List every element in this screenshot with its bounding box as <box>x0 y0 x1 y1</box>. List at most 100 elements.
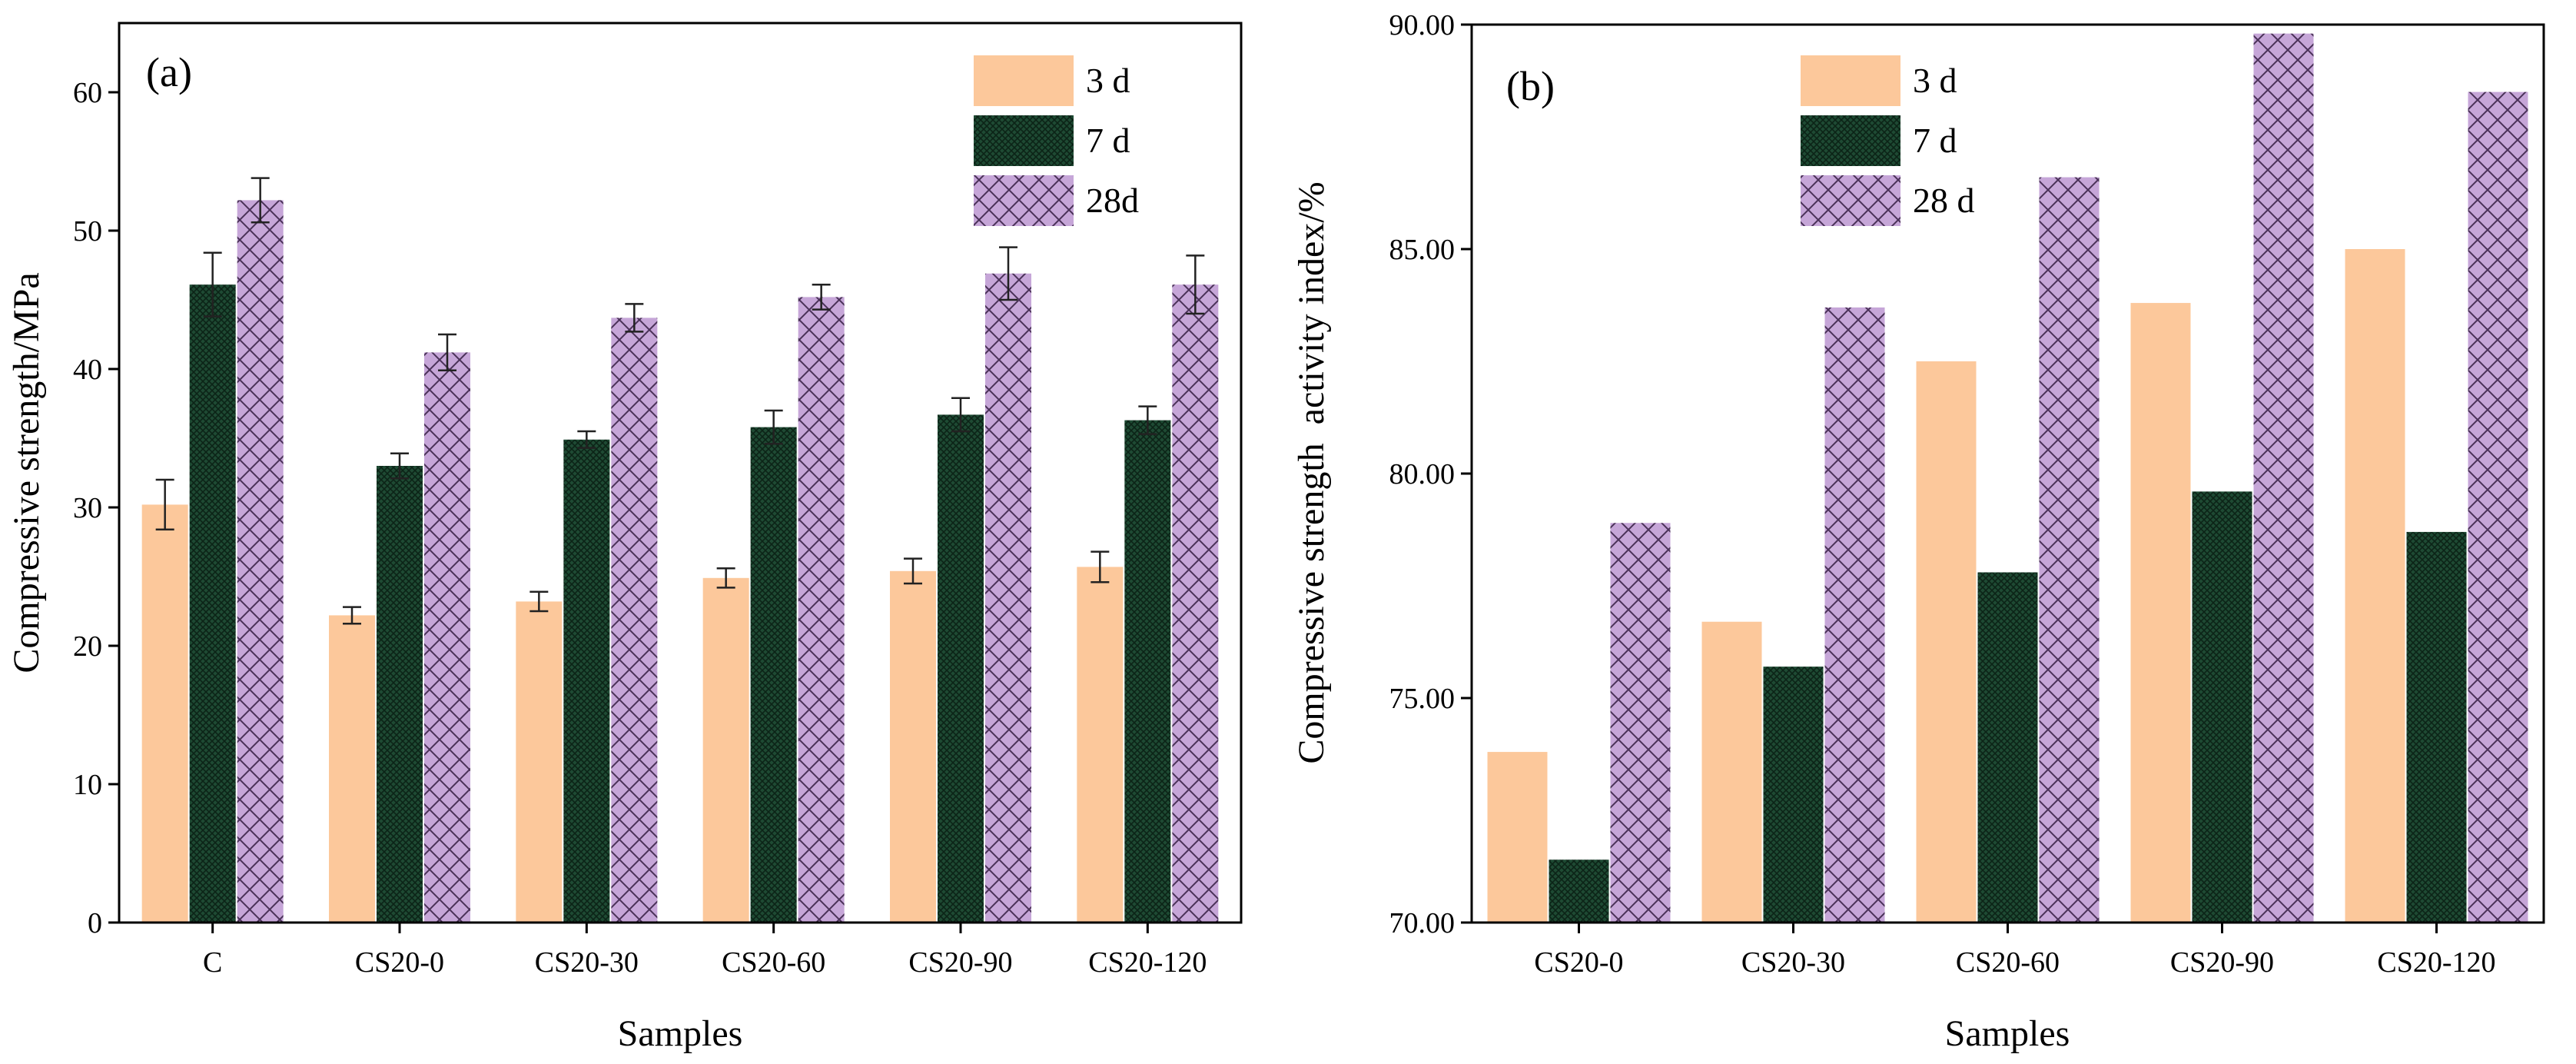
panel-b-bar-7d-CS20-90 <box>2192 491 2252 923</box>
panel-a-bar-7d-CS20-90 <box>938 414 984 923</box>
panel-a-bar-3d-CS20-120 <box>1077 567 1124 923</box>
panel-b-bar-28d-CS20-0 <box>1610 523 1671 923</box>
panel-a-errorbar-7d-CS20-90 <box>951 397 970 433</box>
panel-a-errorbar-28d-CS20-30 <box>625 303 644 333</box>
panel-b-ytick-label: 80.00 <box>1389 458 1456 490</box>
panel-a-bar-28d-C <box>237 200 284 923</box>
panel-b-bar-28d-CS20-90 <box>2253 33 2314 923</box>
panel-a-ytick-label: 0 <box>88 907 102 939</box>
panel-b-legend-swatch-7d <box>1801 115 1900 166</box>
panel-b-xtick-label: CS20-30 <box>1741 946 1845 979</box>
panel-a-legend-swatch-3d <box>974 55 1074 106</box>
panel-a-ytick-label: 60 <box>73 77 102 109</box>
panel-a-xtick-label: CS20-90 <box>908 946 1012 979</box>
panel-a-label: (a) <box>146 49 192 95</box>
panel-a-x-axis: C CS20-0 CS20-30 CS20-60 CS20-90 CS20-120 <box>203 923 1207 979</box>
panel-b-bar-7d-CS20-60 <box>1977 572 2038 923</box>
panel-a-xtick-label: CS20-60 <box>722 946 825 979</box>
panel-a-bar-28d-CS20-0 <box>424 352 470 923</box>
panel-b-bar-3d-CS20-120 <box>2345 249 2405 923</box>
panel-a-legend-label-7d: 7 d <box>1086 121 1130 160</box>
panel-a-errorbar-3d-C <box>155 478 174 531</box>
panel-a-y-axis: 0 10 20 30 40 50 60 <box>73 77 119 939</box>
panel-b-xtick-label: CS20-60 <box>1956 946 2060 979</box>
panel-a-bar-28d-CS20-60 <box>798 297 845 923</box>
panel-a-legend-label-28d: 28d <box>1086 181 1139 220</box>
panel-b-bar-28d-CS20-120 <box>2468 91 2528 923</box>
panel-b-ytick-label: 70.00 <box>1389 907 1456 939</box>
panel-b-xtick-label: CS20-0 <box>1534 946 1623 979</box>
panel-b-bar-28d-CS20-60 <box>2039 177 2100 923</box>
panel-a-bar-3d-CS20-90 <box>890 570 936 923</box>
panel-b-bar-3d-CS20-60 <box>1916 361 1977 923</box>
panel-a-error-bars <box>155 177 1205 625</box>
panel-b-bar-7d-CS20-0 <box>1549 860 1609 923</box>
panel-a-legend-swatch-7d <box>974 115 1074 166</box>
panel-b-legend-swatch-3d <box>1801 55 1900 106</box>
panel-b-ytick-label: 90.00 <box>1389 9 1456 42</box>
panel-a-bar-7d-CS20-60 <box>750 427 797 923</box>
panel-a-bar-28d-CS20-30 <box>611 318 658 923</box>
panel-a-bar-3d-CS20-0 <box>329 615 375 923</box>
panel-b-legend: 3 d 7 d 28 d <box>1801 55 1975 226</box>
panel-b-legend-label-7d: 7 d <box>1913 121 1957 160</box>
panel-a-errorbar-28d-CS20-90 <box>999 246 1017 301</box>
panel-a-bar-7d-CS20-120 <box>1124 420 1171 923</box>
panel-b-label: (b) <box>1506 63 1555 109</box>
panel-a-bar-7d-CS20-0 <box>377 466 423 923</box>
panel-a-bars <box>141 200 1219 923</box>
panel-a-ytick-label: 30 <box>73 492 102 524</box>
panel-b-x-axis: CS20-0 CS20-30 CS20-60 CS20-90 CS20-120 <box>1534 923 2496 979</box>
panel-b-bar-7d-CS20-120 <box>2406 531 2467 923</box>
panel-a-xtick-label: C <box>203 946 222 979</box>
panel-b-bar-3d-CS20-0 <box>1487 752 1548 923</box>
panel-a-bar-28d-CS20-90 <box>985 273 1031 923</box>
panel-b-ytick-label: 85.00 <box>1389 234 1456 266</box>
panel-b-y-axis-title: Compressive strength activity index/% <box>1291 181 1332 763</box>
panel-b-xtick-label: CS20-120 <box>2377 946 2495 979</box>
panel-b-bar-28d-CS20-30 <box>1824 307 1885 923</box>
panel-b-bar-3d-CS20-30 <box>1701 621 1762 923</box>
panel-a-ytick-label: 50 <box>73 215 102 248</box>
panel-a-bar-28d-CS20-120 <box>1172 284 1219 923</box>
panel-b-bar-3d-CS20-90 <box>2130 303 2191 923</box>
panel-b-legend-label-3d: 3 d <box>1913 61 1957 100</box>
panel-b-xtick-label: CS20-90 <box>2170 946 2274 979</box>
panel-b-legend-label-28d: 28 d <box>1913 181 1975 220</box>
panel-a-xtick-label: CS20-120 <box>1088 946 1207 979</box>
panel-b-x-axis-title: Samples <box>1945 1013 2070 1054</box>
panel-a-errorbar-3d-CS20-0 <box>343 606 361 625</box>
panel-a-legend: 3 d 7 d 28d <box>974 55 1139 226</box>
panel-a-legend-label-3d: 3 d <box>1086 61 1130 100</box>
panel-a-errorbar-28d-CS20-60 <box>812 283 831 311</box>
panel-a-errorbar-28d-CS20-0 <box>438 333 456 372</box>
panel-a-plot-frame <box>118 22 1243 924</box>
panel-a-errorbar-7d-CS20-0 <box>390 452 409 480</box>
panel-a-errorbar-7d-CS20-60 <box>764 409 783 445</box>
panel-a-chart: 0 10 20 30 40 50 60 C CS20-0 CS20-30 CS20-60 CS20-… <box>6 22 1243 1054</box>
panel-a-errorbar-7d-CS20-120 <box>1138 405 1157 435</box>
panel-a-errorbar-28d-C <box>251 177 270 224</box>
panel-a-errorbar-7d-C <box>203 251 222 318</box>
panel-a-errorbar-3d-CS20-60 <box>716 567 735 589</box>
panel-a-errorbar-28d-CS20-120 <box>1186 254 1205 315</box>
panel-a-y-axis-title: Compressive strength/MPa <box>6 272 47 673</box>
panel-b-ytick-label: 75.00 <box>1389 683 1456 715</box>
panel-a-bar-3d-CS20-30 <box>516 601 563 923</box>
panel-a-x-axis-title: Samples <box>618 1013 743 1054</box>
panel-b-bar-7d-CS20-30 <box>1763 667 1824 923</box>
panel-a-legend-swatch-28d <box>974 175 1074 226</box>
panel-b-bars <box>1487 33 2528 923</box>
panel-b-y-axis: 70.00 75.00 80.00 85.00 90.00 <box>1389 9 1472 939</box>
panel-a-bar-7d-C <box>189 284 236 923</box>
panel-a-ytick-label: 10 <box>73 769 102 801</box>
panel-a-errorbar-3d-CS20-120 <box>1090 550 1110 584</box>
panel-b-legend-swatch-28d <box>1801 175 1900 226</box>
panel-a-bar-3d-C <box>141 504 188 923</box>
panel-a-ytick-label: 40 <box>73 354 102 386</box>
panel-a-ytick-label: 20 <box>73 630 102 663</box>
panel-a-xtick-label: CS20-0 <box>355 946 444 979</box>
panel-a-errorbar-3d-CS20-90 <box>904 557 922 585</box>
